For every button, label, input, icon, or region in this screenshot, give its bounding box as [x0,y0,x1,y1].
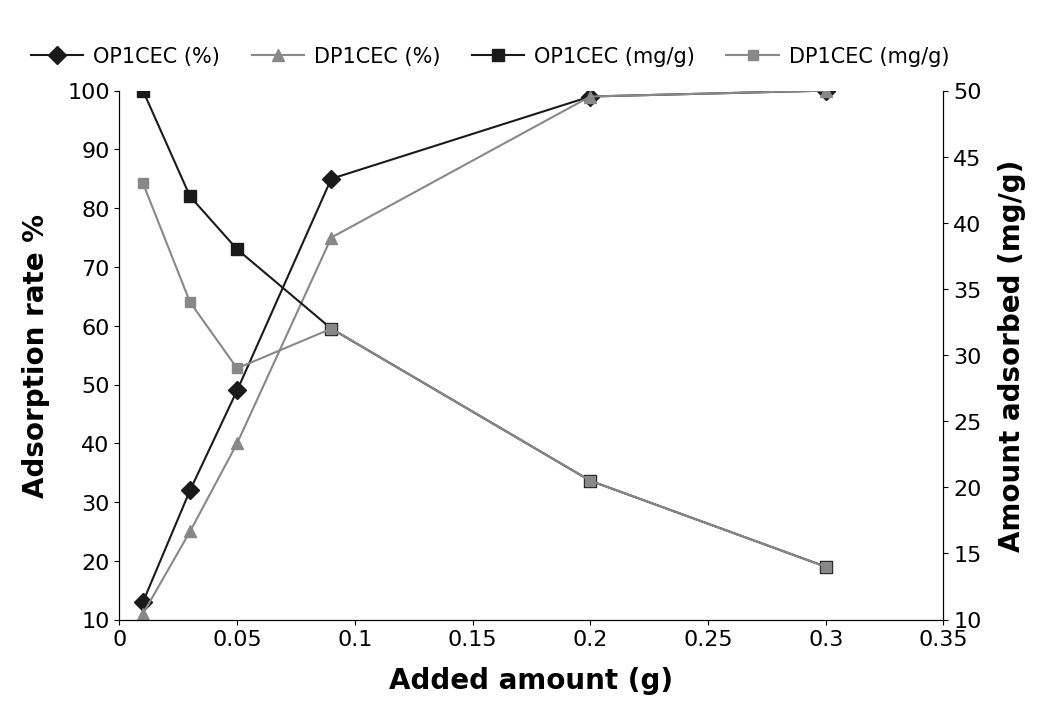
OP1CEC (%) [584,93,596,101]
DP1CEC (%) [136,610,149,618]
OP1CEC (mg/g) [584,476,596,485]
OP1CEC (mg/g) [184,193,197,201]
OP1CEC (mg/g) [325,325,337,333]
OP1CEC (%) [819,87,832,96]
OP1CEC (mg/g) [231,245,244,254]
OP1CEC (mg/g) [819,563,832,571]
DP1CEC (mg/g) [231,364,244,373]
DP1CEC (%) [584,93,596,101]
Legend: OP1CEC (%), DP1CEC (%), OP1CEC (mg/g), DP1CEC (mg/g): OP1CEC (%), DP1CEC (%), OP1CEC (mg/g), D… [23,38,958,75]
DP1CEC (mg/g) [325,325,337,333]
Line: OP1CEC (mg/g): OP1CEC (mg/g) [136,85,832,573]
Line: DP1CEC (mg/g): DP1CEC (mg/g) [138,179,831,571]
DP1CEC (%) [325,234,337,242]
OP1CEC (mg/g) [136,87,149,96]
DP1CEC (mg/g) [136,179,149,188]
Y-axis label: Amount adsorbed (mg/g): Amount adsorbed (mg/g) [998,160,1026,552]
OP1CEC (%) [325,175,337,184]
OP1CEC (%) [231,386,244,395]
DP1CEC (mg/g) [819,563,832,571]
DP1CEC (mg/g) [584,476,596,485]
Line: OP1CEC (%): OP1CEC (%) [136,85,832,608]
DP1CEC (%) [231,440,244,448]
OP1CEC (%) [136,598,149,606]
X-axis label: Added amount (g): Added amount (g) [389,666,674,694]
DP1CEC (%) [184,527,197,536]
OP1CEC (%) [184,486,197,495]
Y-axis label: Adsorption rate %: Adsorption rate % [23,213,50,498]
Line: DP1CEC (%): DP1CEC (%) [136,85,832,620]
DP1CEC (mg/g) [184,298,197,307]
DP1CEC (%) [819,87,832,96]
